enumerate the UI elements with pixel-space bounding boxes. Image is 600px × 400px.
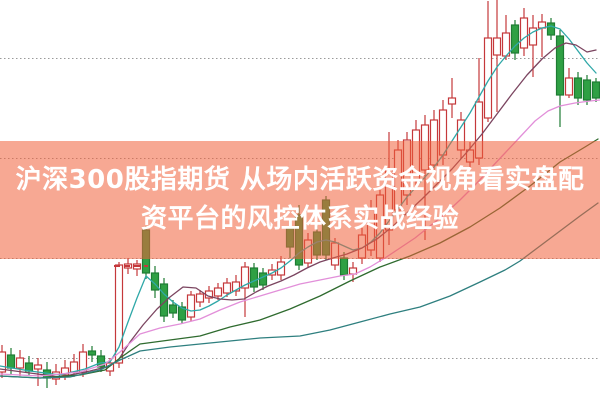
- candle: [177, 302, 187, 324]
- candle: [591, 78, 600, 102]
- candle: [582, 75, 592, 105]
- candle: [528, 15, 538, 77]
- candle: [231, 275, 241, 296]
- candle: [132, 260, 142, 276]
- headline-line-2: 资平台的风控体系实战经验: [140, 204, 459, 234]
- candle: [249, 263, 259, 292]
- candle: [510, 20, 520, 60]
- candle: [573, 72, 583, 105]
- candle: [492, 0, 502, 112]
- headline-banner: 沪深300股指期货 从场内活跃资金视角看实盘配 资平台的风控体系实战经验: [0, 141, 600, 259]
- candle: [186, 291, 196, 321]
- candle: [0, 345, 7, 378]
- candle: [483, 1, 493, 122]
- candle: [168, 300, 178, 318]
- candle: [222, 278, 232, 297]
- candle: [519, 8, 529, 56]
- candle: [447, 78, 457, 118]
- headline-line-1: 沪深300股指期货 从场内活跃资金视角看实盘配: [15, 165, 585, 195]
- candle: [195, 290, 205, 307]
- candle: [240, 262, 250, 317]
- candle: [564, 68, 574, 98]
- candle: [546, 18, 556, 40]
- candle: [213, 283, 223, 300]
- candle: [537, 14, 547, 57]
- candle: [87, 346, 97, 362]
- ma-pink: [0, 99, 600, 377]
- ma-maroon: [0, 42, 597, 378]
